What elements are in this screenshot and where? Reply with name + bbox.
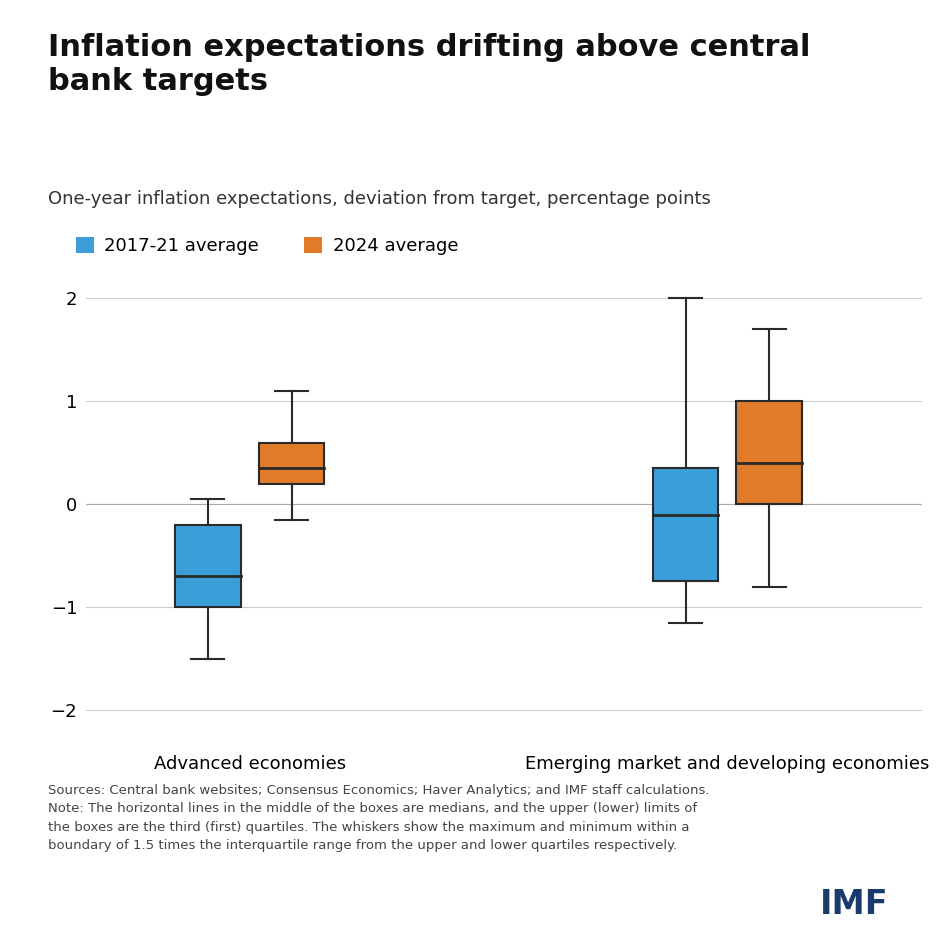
Text: IMF: IMF bbox=[820, 888, 888, 921]
Text: Inflation expectations drifting above central
bank targets: Inflation expectations drifting above ce… bbox=[48, 33, 810, 96]
Bar bbox=[175, 524, 240, 607]
Bar bbox=[653, 468, 718, 581]
Bar bbox=[736, 401, 802, 504]
Text: One-year inflation expectations, deviation from target, percentage points: One-year inflation expectations, deviati… bbox=[48, 190, 711, 208]
Bar bbox=[258, 443, 324, 484]
Legend: 2017-21 average, 2024 average: 2017-21 average, 2024 average bbox=[76, 238, 459, 256]
Text: Sources: Central bank websites; Consensus Economics; Haver Analytics; and IMF st: Sources: Central bank websites; Consensu… bbox=[48, 784, 709, 852]
